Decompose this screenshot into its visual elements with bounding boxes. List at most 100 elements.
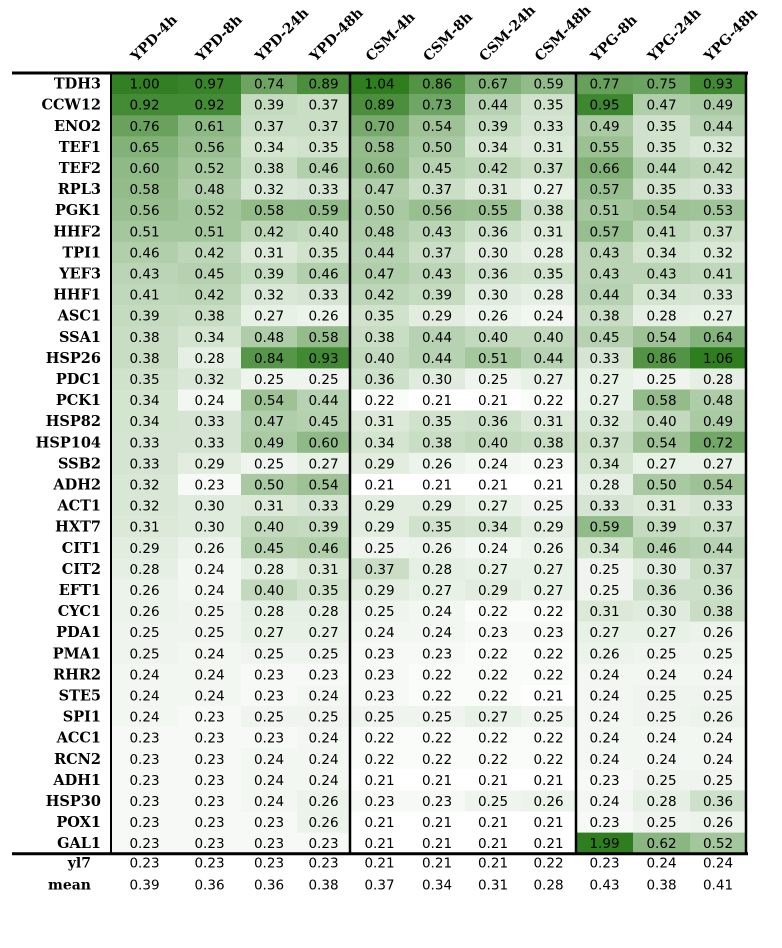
heatmap-cell	[633, 262, 690, 285]
cell-value: 0.35	[646, 119, 676, 135]
heatmap-cell	[465, 473, 521, 496]
heatmap-cell	[350, 389, 409, 411]
cell-value: 0.27	[478, 710, 508, 726]
heatmap-cell	[111, 431, 178, 454]
cell-value: 0.22	[533, 646, 563, 662]
heatmap-cell	[297, 473, 350, 496]
cell-value: 0.46	[308, 161, 338, 177]
heatmap-cell	[465, 642, 521, 665]
heatmap-cell	[521, 178, 576, 200]
heatmap-cell	[350, 368, 409, 390]
row-label: PMA1	[53, 645, 101, 662]
cell-value: 0.33	[129, 435, 159, 451]
cell-value: 0.47	[254, 414, 284, 430]
heatmap-cell	[297, 706, 350, 728]
cell-value: 0.26	[308, 815, 338, 831]
heatmap-cell	[178, 241, 241, 264]
heatmap-cell	[178, 284, 241, 306]
cell-value: 0.23	[129, 773, 159, 789]
cell-value: 0.54	[703, 477, 733, 493]
cell-value: 0.33	[589, 351, 619, 367]
column-header: YPG-48h	[701, 5, 761, 65]
cell-value: 0.37	[254, 119, 284, 135]
heatmap-cell	[465, 495, 521, 517]
cell-value: 0.25	[646, 688, 676, 704]
cell-value: 0.43	[646, 266, 676, 282]
cell-value: 0.93	[703, 77, 733, 93]
footer-value: 0.31	[478, 878, 508, 894]
cell-value: 0.38	[129, 330, 159, 346]
cell-value: 0.22	[364, 731, 394, 747]
heatmap-cell	[690, 600, 746, 622]
row-label: PDA1	[56, 624, 101, 641]
row-label: ACC1	[56, 730, 101, 747]
footer-value: 0.24	[646, 856, 676, 872]
heatmap-cell	[633, 558, 690, 580]
heatmap-cell	[465, 305, 521, 327]
footer-value: 0.36	[254, 878, 284, 894]
heatmap-cell	[350, 284, 409, 306]
heatmap-cell	[576, 389, 633, 411]
cell-value: 0.23	[194, 710, 224, 726]
cell-value: 0.22	[478, 604, 508, 620]
cell-value: 0.28	[254, 604, 284, 620]
heatmap-cell	[690, 262, 746, 285]
cell-value: 0.25	[254, 456, 284, 472]
cell-value: 0.27	[589, 625, 619, 641]
cell-value: 0.24	[194, 562, 224, 578]
heatmap-cell	[350, 326, 409, 348]
heatmap-cell	[241, 389, 297, 411]
heatmap-cell	[178, 452, 241, 475]
heatmap-cell	[297, 262, 350, 285]
cell-value: 0.48	[703, 393, 733, 409]
cell-value: 0.23	[589, 815, 619, 831]
heatmap-cell	[690, 621, 746, 643]
heatmap-cell	[576, 326, 633, 348]
cell-value: 0.27	[589, 393, 619, 409]
heatmap-cell	[633, 115, 690, 137]
heatmap-cell	[350, 621, 409, 643]
cell-value: 0.31	[308, 562, 338, 578]
heatmap-cell	[633, 452, 690, 475]
heatmap-cell	[633, 389, 690, 411]
heatmap-cell	[633, 642, 690, 665]
cell-value: 0.32	[129, 499, 159, 515]
heatmap-cell	[241, 706, 297, 728]
heatmap-cell	[297, 347, 350, 369]
row-label: HHF1	[53, 287, 101, 304]
cell-value: 0.29	[364, 456, 394, 472]
heatmap-cell	[350, 684, 409, 707]
cell-value: 0.35	[646, 182, 676, 198]
cell-value: 0.23	[129, 815, 159, 831]
heatmap-cell	[350, 663, 409, 686]
heatmap-cell	[111, 495, 178, 517]
cell-value: 0.21	[364, 815, 394, 831]
heatmap-cell	[633, 621, 690, 643]
heatmap-cell	[633, 579, 690, 601]
cell-value: 0.51	[129, 224, 159, 240]
cell-value: 0.60	[129, 161, 159, 177]
cell-value: 0.26	[308, 309, 338, 325]
cell-value: 0.97	[194, 77, 224, 93]
heatmap-cell	[111, 790, 178, 812]
cell-value: 0.24	[703, 752, 733, 768]
cell-value: 0.86	[422, 77, 452, 93]
cell-value: 0.22	[478, 667, 508, 683]
row-label: TPI1	[62, 244, 101, 261]
heatmap-cell	[633, 73, 690, 95]
heatmap-cell	[576, 473, 633, 496]
cell-value: 0.22	[422, 667, 452, 683]
cell-value: 0.36	[703, 583, 733, 599]
heatmap-cell	[633, 790, 690, 812]
heatmap-cell	[576, 832, 633, 854]
heatmap-cell	[465, 684, 521, 707]
heatmap-cell	[350, 727, 409, 749]
heatmap-cell	[350, 136, 409, 158]
cell-value: 0.26	[703, 815, 733, 831]
heatmap-cell	[111, 410, 178, 432]
cell-value: 0.24	[308, 752, 338, 768]
heatmap-cell	[521, 748, 576, 770]
cell-value: 0.64	[703, 330, 733, 346]
cell-value: 0.36	[478, 414, 508, 430]
cell-value: 0.31	[589, 604, 619, 620]
